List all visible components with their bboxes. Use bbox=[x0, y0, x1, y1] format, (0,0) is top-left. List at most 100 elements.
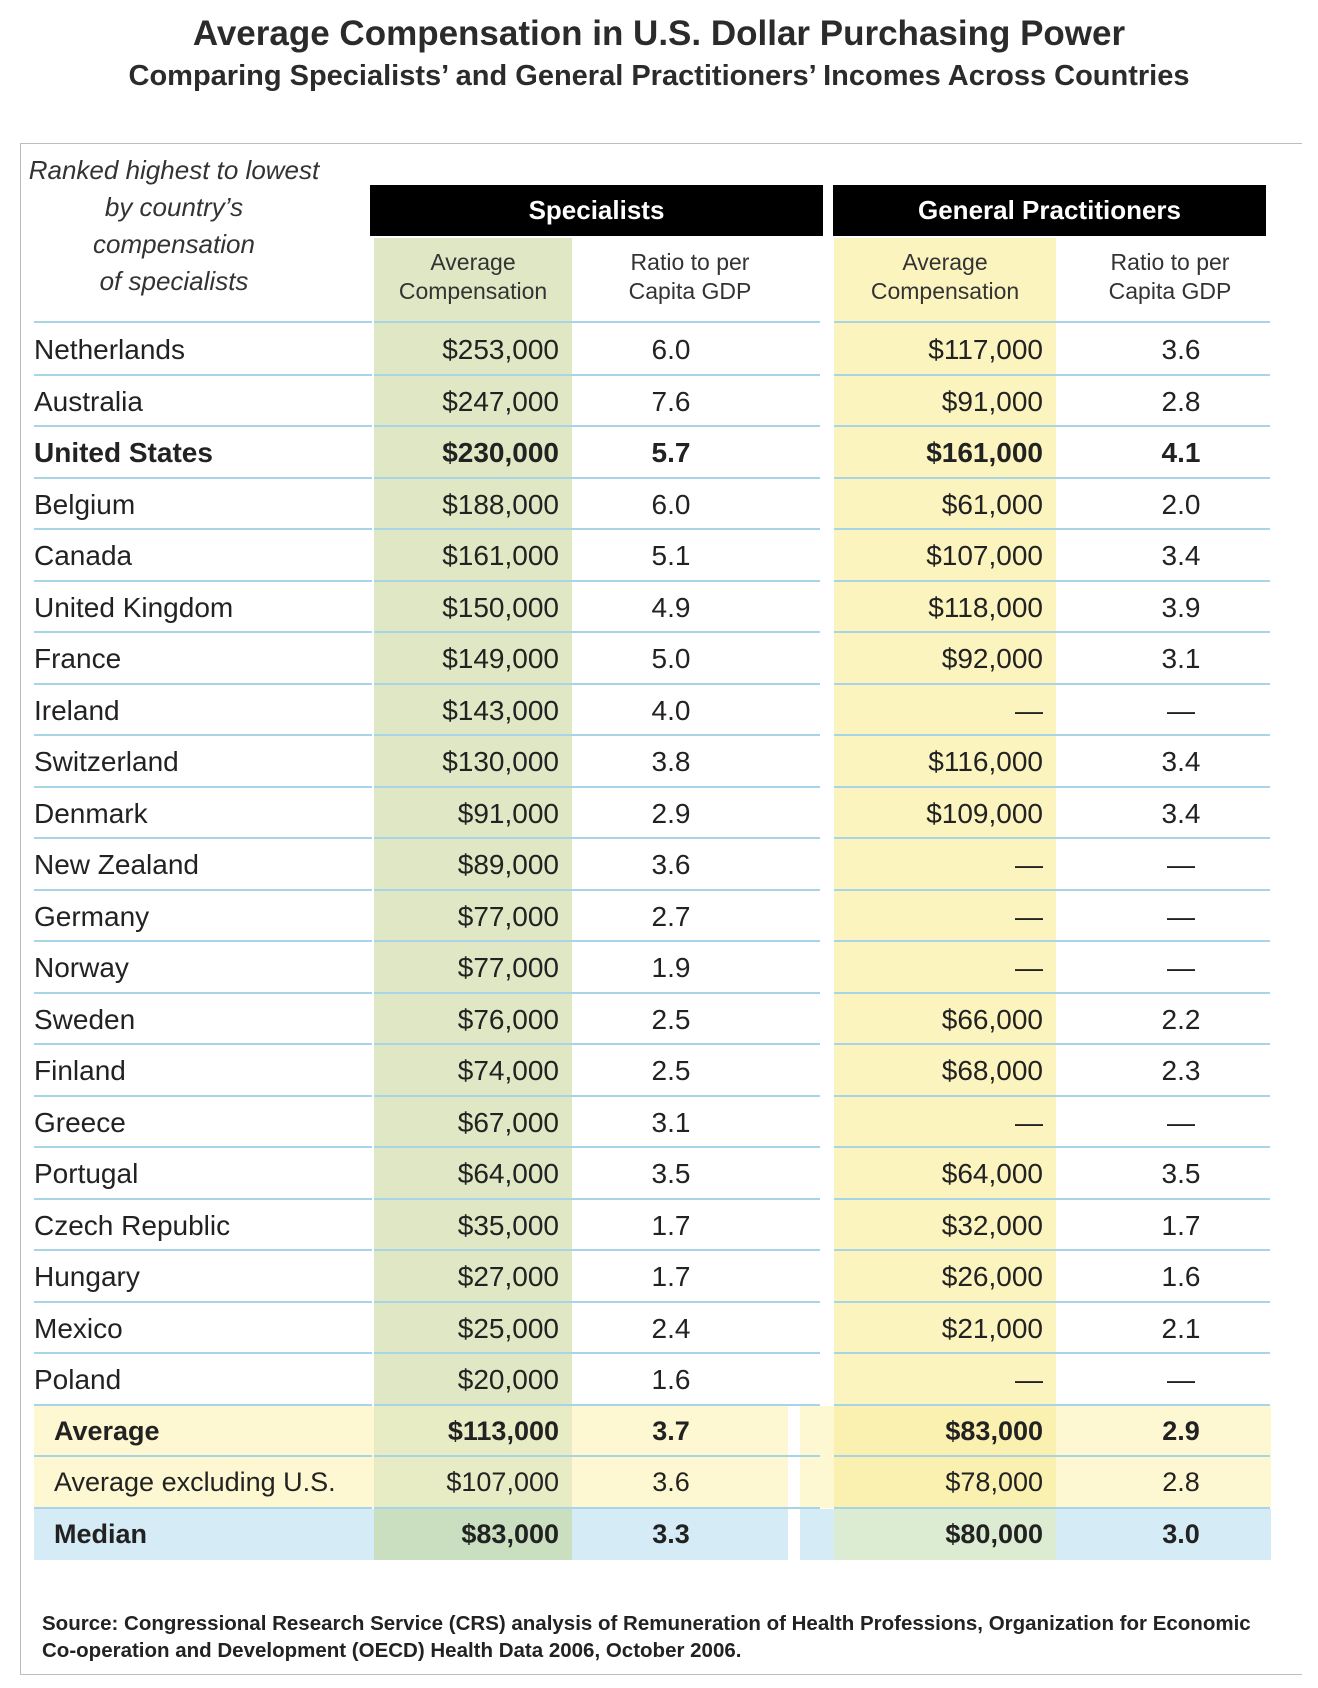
country-name: New Zealand bbox=[34, 849, 199, 880]
row-separator bbox=[34, 682, 372, 685]
specialist-ratio: 1.9 bbox=[651, 952, 691, 983]
row-separator bbox=[1056, 1249, 1270, 1251]
specialist-ratio: 3.8 bbox=[651, 746, 691, 777]
row-separator bbox=[34, 837, 372, 839]
specialist-compensation: $150,000 bbox=[442, 591, 559, 623]
gp-ratio: 1.6 bbox=[1161, 1261, 1201, 1292]
row-separator bbox=[834, 1146, 1056, 1148]
header-line: Average bbox=[430, 249, 516, 275]
summary-row: Average excluding U.S. $107,000 3.6 $78,000… bbox=[34, 1457, 1271, 1508]
table-row: Netherlands $253,000 6.0 $117,000 3.6 bbox=[34, 324, 1271, 375]
row-separator bbox=[374, 1197, 572, 1200]
row-separator bbox=[34, 579, 372, 582]
row-separator bbox=[1056, 1403, 1270, 1406]
row-separator bbox=[1056, 1300, 1270, 1303]
specialist-ratio: 3.6 bbox=[651, 849, 691, 880]
row-separator bbox=[834, 1352, 1056, 1354]
row-separator bbox=[834, 1403, 1056, 1406]
row-separator bbox=[834, 1094, 1056, 1097]
gp-ratio: 2.2 bbox=[1161, 1003, 1201, 1035]
table-row: Sweden $76,000 2.5 $66,000 2.2 bbox=[34, 994, 1271, 1045]
ranking-note-line: by country’s compensation bbox=[93, 192, 255, 259]
gp-ratio: 2.8 bbox=[1161, 385, 1201, 417]
specialist-ratio: 7.6 bbox=[651, 385, 691, 417]
gp-compensation: $92,000 bbox=[941, 643, 1043, 674]
specialist-ratio: 1.6 bbox=[651, 1364, 691, 1395]
specialist-compensation: $67,000 bbox=[457, 1106, 559, 1138]
summary-row-background bbox=[34, 1508, 1271, 1560]
row-separator bbox=[572, 734, 820, 736]
specialist-compensation: $64,000 bbox=[457, 1158, 559, 1189]
gp-ratio: 2.0 bbox=[1161, 488, 1201, 520]
row-separator bbox=[34, 1352, 372, 1354]
row-separator bbox=[834, 579, 1056, 582]
row-separator bbox=[1056, 1455, 1270, 1457]
specialist-ratio: 2.7 bbox=[651, 900, 691, 932]
row-separator bbox=[572, 1300, 820, 1303]
gp-ratio: 1.7 bbox=[1161, 1209, 1201, 1241]
row-separator bbox=[834, 1197, 1056, 1200]
gp-compensation: $118,000 bbox=[928, 591, 1043, 623]
specialist-compensation: $107,000 bbox=[446, 1467, 559, 1497]
specialist-compensation: $77,000 bbox=[457, 952, 559, 983]
summary-column-band bbox=[834, 1457, 1056, 1508]
row-separator bbox=[834, 1043, 1056, 1045]
header-line: Compensation bbox=[870, 278, 1020, 304]
header-line: Compensation bbox=[398, 278, 548, 304]
row-separator bbox=[572, 682, 820, 685]
gp-compensation: $83,000 bbox=[945, 1415, 1043, 1446]
specialist-compensation: $149,000 bbox=[442, 643, 559, 674]
table-frame bbox=[20, 143, 1302, 1675]
row-separator bbox=[34, 1506, 372, 1509]
country-name: Sweden bbox=[34, 1003, 136, 1035]
row-separator bbox=[1056, 991, 1270, 994]
gp-ratio: 4.1 bbox=[1161, 437, 1201, 468]
summary-gap bbox=[788, 1405, 800, 1457]
country-name: Ireland bbox=[34, 694, 120, 726]
row-separator bbox=[572, 1506, 820, 1509]
row-separator bbox=[1056, 734, 1270, 736]
row-separator bbox=[834, 425, 1056, 427]
summary-row-background bbox=[34, 1405, 1271, 1457]
row-separator bbox=[572, 785, 820, 788]
gp-compensation: — bbox=[1015, 694, 1043, 726]
specialist-ratio: 1.7 bbox=[651, 1209, 691, 1241]
row-separator bbox=[834, 785, 1056, 788]
gp-ratio: 3.4 bbox=[1161, 746, 1201, 777]
gp-compensation-band bbox=[834, 238, 1056, 1558]
country-name: Portugal bbox=[34, 1158, 139, 1189]
row-separator bbox=[1056, 888, 1270, 891]
table-row: Poland $20,000 1.6 — — bbox=[34, 1354, 1271, 1405]
gp-compensation: — bbox=[1015, 952, 1043, 983]
row-separator bbox=[374, 425, 572, 427]
gp-ratio: 3.1 bbox=[1161, 643, 1201, 674]
row-separator bbox=[1056, 1146, 1270, 1148]
row-separator bbox=[374, 1146, 572, 1148]
row-separator bbox=[572, 1197, 820, 1200]
table-row: Australia $247,000 7.6 $91,000 2.8 bbox=[34, 376, 1271, 427]
row-separator bbox=[572, 888, 820, 891]
summary-gap bbox=[788, 1508, 800, 1560]
row-separator bbox=[34, 888, 372, 891]
row-separator bbox=[34, 425, 372, 427]
table-row: Hungary $27,000 1.7 $26,000 1.6 bbox=[34, 1251, 1271, 1302]
specialist-ratio: 3.6 bbox=[652, 1467, 690, 1497]
header-line: Average bbox=[902, 249, 988, 275]
table-row: Canada $161,000 5.1 $107,000 3.4 bbox=[34, 530, 1271, 581]
table-row: France $149,000 5.0 $92,000 3.1 bbox=[34, 633, 1271, 684]
row-separator bbox=[572, 1352, 820, 1354]
row-separator bbox=[374, 1249, 572, 1251]
specialist-compensation: $25,000 bbox=[457, 1312, 559, 1344]
specialist-compensation: $91,000 bbox=[457, 797, 559, 829]
table-row: Mexico $25,000 2.4 $21,000 2.1 bbox=[34, 1303, 1271, 1354]
row-separator bbox=[374, 991, 572, 994]
specialist-ratio: 2.5 bbox=[651, 1055, 691, 1086]
row-separator bbox=[34, 528, 372, 530]
specialist-ratio: 5.1 bbox=[651, 540, 691, 571]
row-separator bbox=[1056, 785, 1270, 788]
row-separator bbox=[1056, 940, 1270, 942]
row-separator bbox=[374, 1352, 572, 1354]
table-row: Belgium $188,000 6.0 $61,000 2.0 bbox=[34, 479, 1271, 530]
row-separator bbox=[834, 682, 1056, 685]
ranking-note-line: Ranked highest to lowest bbox=[28, 155, 320, 185]
